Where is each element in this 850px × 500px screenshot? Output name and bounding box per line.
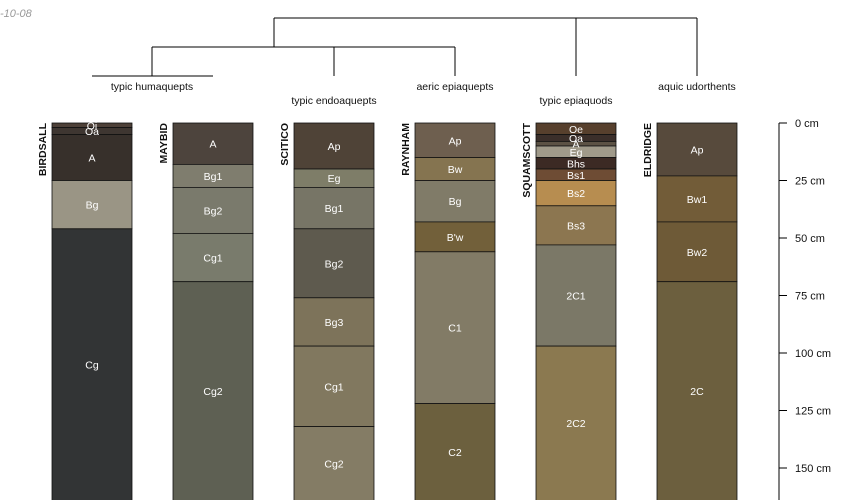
horizon-cg2 <box>172 281 254 500</box>
horizon-label: 2C2 <box>566 418 585 430</box>
horizon-ap <box>293 122 375 170</box>
axis-tick-label: 75 cm <box>795 291 825 303</box>
group-label: typic endoaquepts <box>291 95 376 107</box>
horizon-label: Cg1 <box>324 381 343 393</box>
profile-eldridge: Ap Bw1 Bw2 2C ELDRIDGE <box>642 122 738 500</box>
horizon-c2 <box>414 403 496 500</box>
horizon-label: Bw2 <box>687 247 708 259</box>
horizon-label: Eg <box>570 147 583 159</box>
horizon-label: Bhs <box>567 158 585 170</box>
axis-tick-label: 150 cm <box>795 463 831 475</box>
horizon-label: C1 <box>448 323 462 335</box>
group-label: aeric epiaquepts <box>416 81 493 93</box>
horizon-cg2 <box>293 426 375 500</box>
axis-tick-label: 0 cm <box>795 118 819 130</box>
horizon-label: Ap <box>449 135 462 147</box>
horizon-cg1 <box>293 345 375 428</box>
axis-tick-label: 125 cm <box>795 406 831 418</box>
horizon-label: Ap <box>691 144 704 156</box>
horizon-label: Bw1 <box>687 194 708 206</box>
group-label: typic humaquepts <box>111 81 193 93</box>
date-stamp: -10-08 <box>0 8 32 20</box>
horizon-label: Bs1 <box>567 170 585 182</box>
dendrogram: typic humaquepts typic endoaquepts aeric e… <box>92 17 736 107</box>
horizon-label: Bg <box>86 200 99 212</box>
horizon-2c2 <box>535 345 617 500</box>
horizon-label: Bg <box>449 196 462 208</box>
horizon-label: Bg3 <box>325 317 344 329</box>
horizon-label: Bw <box>448 164 463 176</box>
horizon-label: A <box>88 153 95 165</box>
profile-scitico: Ap Eg Bg1 Bg2 Bg3 Cg1 Cg2 SCITICO <box>279 122 375 500</box>
horizon-ap <box>414 122 496 158</box>
horizon-bg3 <box>293 297 375 347</box>
horizon-a <box>51 134 133 181</box>
horizon-label: Bg2 <box>325 258 344 270</box>
group-label: aquic udorthents <box>658 81 736 93</box>
horizon-bw1 <box>656 175 738 223</box>
horizon-bg <box>414 180 496 223</box>
horizon-bg2 <box>293 228 375 299</box>
horizon-label: 2C <box>690 386 704 398</box>
horizon-2c <box>656 281 738 500</box>
horizon-label: Bg2 <box>204 205 223 217</box>
horizon-label: Cg <box>85 359 99 371</box>
profile-name: MAYBID <box>158 123 170 164</box>
horizon-label: Cg2 <box>203 386 222 398</box>
horizon-label: Cg2 <box>324 458 343 470</box>
horizon-label: Oa <box>85 126 99 138</box>
horizon-bg2 <box>172 186 254 234</box>
horizon-bg <box>51 180 133 230</box>
horizon-ap <box>656 122 738 177</box>
horizon-label: Bs3 <box>567 220 585 232</box>
axis-tick-label: 50 cm <box>795 233 825 245</box>
horizon-label: Oe <box>569 124 583 136</box>
profile-name: ELDRIDGE <box>642 123 654 177</box>
axis-tick-label: 25 cm <box>795 176 825 188</box>
horizon-label: 2C1 <box>566 291 585 303</box>
horizon-label: Eg <box>328 173 341 185</box>
horizon-label: Bg1 <box>325 203 344 215</box>
horizon-bs3 <box>535 205 617 246</box>
profile-maybid: A Bg1 Bg2 Cg1 Cg2 MAYBID <box>158 122 254 500</box>
horizon-label: C2 <box>448 447 462 459</box>
horizon-label: Oi <box>87 120 98 132</box>
horizon-label: Ap <box>328 141 341 153</box>
horizon-label: Cg1 <box>203 253 222 265</box>
horizon-bpw <box>414 221 496 253</box>
horizon-bg1 <box>293 186 375 230</box>
horizon-label: Bs2 <box>567 188 585 200</box>
group-label: typic epiaquods <box>540 95 613 107</box>
horizon-label: Oa <box>569 133 583 145</box>
depth-axis: 0 cm 25 cm 50 cm 75 cm 100 cm 125 cm 150 cm <box>778 118 831 500</box>
horizon-2c1 <box>535 244 617 347</box>
horizon-cg1 <box>172 232 254 283</box>
horizon-label: A <box>209 139 216 151</box>
horizon-a <box>172 122 254 165</box>
profile-name: SCITICO <box>279 123 291 166</box>
horizon-c1 <box>414 251 496 405</box>
profile-raynham: Ap Bw Bg B'w C1 C2 RAYNHAM <box>400 122 496 500</box>
horizon-cg <box>51 228 133 500</box>
profile-name: BIRDSALL <box>37 122 49 176</box>
profile-name: SQUAMSCOTT <box>521 122 533 197</box>
axis-tick-label: 100 cm <box>795 348 831 360</box>
horizon-label: A <box>572 139 579 151</box>
horizon-label: Bg1 <box>204 171 223 183</box>
horizon-bs2 <box>535 180 617 207</box>
profile-name: RAYNHAM <box>400 123 412 176</box>
horizon-label: B'w <box>447 232 464 244</box>
